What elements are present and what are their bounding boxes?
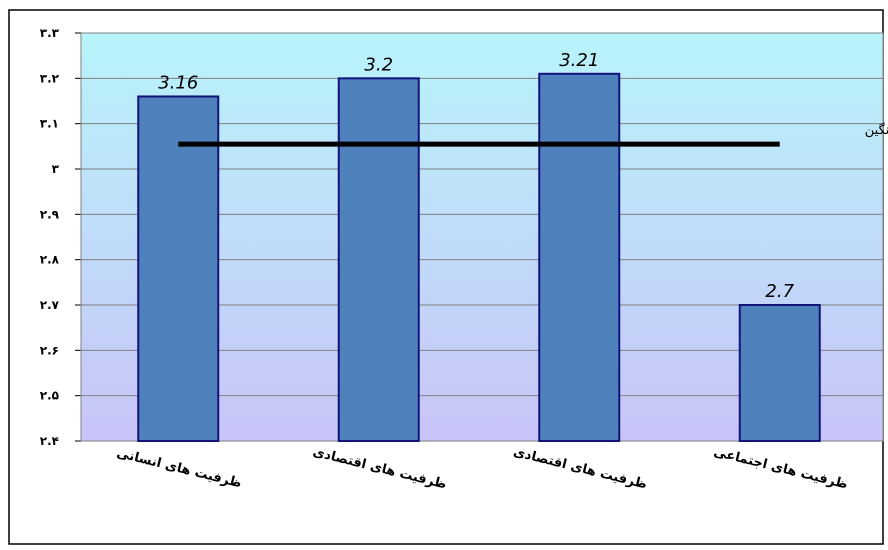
y-tick-label: ۲.۷: [40, 298, 60, 312]
reference-line-label: خط میانگین: [865, 122, 888, 138]
y-axis-ticks: ۲.۴ ۲.۵ ۲.۶ ۲.۷ ۲.۸ ۲.۹ ۳ ۳.۱ ۳.۲ ۳.۳: [40, 26, 82, 448]
y-tick-label: ۲.۹: [40, 207, 60, 221]
y-tick-label: ۲.۶: [40, 343, 59, 357]
bar: [538, 72, 621, 443]
data-label: 2.7: [765, 281, 794, 302]
data-label: 3.21: [559, 50, 599, 71]
data-label: 3.2: [364, 54, 393, 75]
bar: [337, 77, 420, 442]
y-tick-label: ۲.۵: [40, 389, 59, 403]
y-tick-label: ۲.۴: [40, 434, 59, 448]
bars: [137, 72, 821, 443]
y-tick-label: ۳.۳: [40, 26, 60, 40]
data-label: 3.16: [158, 72, 198, 93]
y-tick-label: ۳.۱: [40, 117, 59, 131]
bar: [137, 95, 220, 442]
y-tick-label: ۳: [52, 162, 60, 176]
data-labels: 3.16 3.2 3.21 2.7: [158, 50, 794, 302]
y-tick-label: ۲.۸: [40, 253, 60, 267]
bar: [738, 304, 821, 442]
y-tick-label: ۳.۲: [40, 71, 60, 85]
reference-line-group: خط میانگین: [178, 122, 888, 147]
